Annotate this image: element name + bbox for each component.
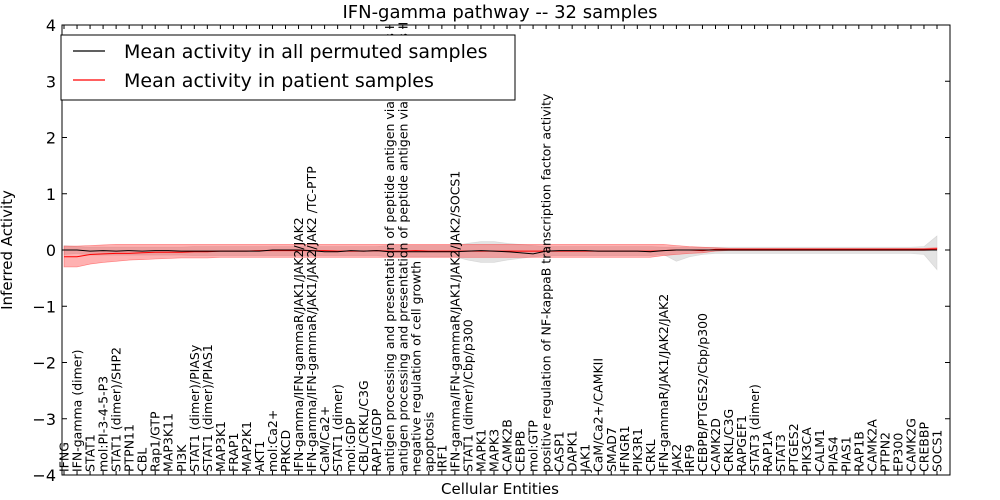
x-tick-label: IRF9	[682, 444, 697, 472]
x-tick-label: CaM/Ca2+	[317, 406, 332, 472]
x-tick-label: CAMK2B	[500, 419, 515, 472]
x-tick-label: mol:PI-3-4-5-P3	[96, 376, 111, 472]
x-tick-label: CRKL/C3G	[721, 409, 736, 472]
x-tick-label: CALM1	[812, 429, 827, 472]
x-tick-label: RAP1B	[851, 431, 866, 472]
x-tick-label: JAK1	[578, 444, 593, 473]
x-tick-label: Rap1/GTP	[148, 411, 163, 472]
x-tick-label: IFN-gamma/IFN-gammaR/JAK1/JAK2/JAK2/SOCS…	[447, 171, 462, 472]
x-tick-label: CAMK2D	[708, 418, 723, 472]
x-tick-label: CaM/Ca2+/CAMKII	[591, 358, 606, 472]
x-tick-label: MAP2K1	[239, 421, 254, 472]
x-tick-label: CRKL	[643, 439, 658, 472]
x-tick-label: PIK3R1	[630, 428, 645, 472]
x-tick-label: FRAP1	[226, 433, 241, 472]
x-tick-label: PIAS1	[838, 436, 853, 472]
x-tick-label: antigen processing and presentation of p…	[395, 22, 410, 472]
x-tick-label: CEBPB	[513, 431, 528, 472]
x-tick-label: IFNG	[57, 442, 72, 472]
x-axis-label: Cellular Entities	[441, 480, 559, 498]
x-tick-label: STAT1	[83, 434, 98, 472]
x-tick-label: STAT3 (dimer)	[747, 384, 762, 472]
x-tick-label: STAT3	[773, 434, 788, 472]
x-tick-label: negative regulation of cell growth	[408, 261, 423, 472]
x-tick-label: IFN-gamma (dimer)	[70, 350, 85, 473]
line-permuted	[64, 249, 937, 255]
x-tick-label: JAK2	[669, 444, 684, 473]
band-permuted	[63, 235, 938, 271]
y-tick-label: −4	[32, 466, 56, 485]
x-tick-label: CEBPB/PTGES2/Cbp/p300	[695, 313, 710, 472]
y-tick-label: 4	[46, 16, 56, 35]
x-tick-label: PTPN11	[122, 424, 137, 472]
series-lines	[64, 248, 938, 258]
x-tick-label: CAMK2A	[864, 419, 879, 472]
y-axis-label: Inferred Activity	[0, 190, 16, 310]
x-tick-label: CAMK2G	[903, 418, 918, 472]
x-tick-label: STAT1 (dimer)/PIASy	[187, 344, 202, 472]
x-tick-label: SOCS1	[930, 430, 945, 472]
x-tick-label: IFNGR1	[617, 425, 632, 472]
x-tick-label: CBL/CRKL/C3G	[356, 380, 371, 472]
x-tick-label: RAP1A	[760, 431, 775, 472]
x-tick-label: mol:GDP	[343, 417, 358, 472]
confidence-bands	[63, 235, 938, 271]
x-tick-label: MAPK3	[487, 429, 502, 472]
legend-box	[60, 34, 516, 101]
x-tick-label: STAT1 (dimer)	[330, 384, 345, 472]
y-tick-label: −2	[32, 354, 56, 373]
x-tick-label: PIK3CA	[799, 427, 814, 472]
x-tick-label: CREBBP	[917, 422, 932, 472]
x-tick-label: SMAD7	[604, 427, 619, 472]
x-tick-label: mol:GTP	[526, 420, 541, 472]
y-tick-label: 0	[46, 241, 56, 260]
x-tick-label: CBL	[135, 448, 150, 472]
x-tick-label: IFN-gamma/IFN-gammaR/JAK1/JAK2/JAK2 /TC-…	[304, 166, 319, 472]
x-tick-label: IRF1	[434, 444, 449, 472]
y-tick-label: 2	[46, 129, 56, 148]
x-tick-label: antigen processing and presentation of p…	[382, 25, 397, 472]
x-tick-label: STAT1 (dimer)/PIAS1	[200, 344, 215, 472]
y-tick-label: 3	[46, 72, 56, 91]
x-tick-label: positive regulation of NF-kappaB transcr…	[539, 93, 554, 472]
chart-title: IFN-gamma pathway -- 32 samples	[342, 2, 657, 23]
x-tick-label: STAT1 (dimer)/Cbp/p300	[460, 319, 475, 472]
x-tick-label: RAP1/GDP	[369, 408, 384, 472]
y-tick-label: −3	[32, 410, 56, 429]
legend-label-permuted: Mean activity in all permuted samples	[124, 41, 487, 63]
x-tick-label: MAP3K1	[213, 421, 228, 472]
x-tick-label: PTGES2	[786, 423, 801, 472]
legend-label-patient: Mean activity in patient samples	[124, 70, 434, 92]
x-tick-label: IFN-gamma/IFN-gammaR/JAK1/JAK2/JAK2	[291, 217, 306, 472]
x-tick-label: CASP1	[552, 431, 567, 472]
x-tick-label: EP300	[890, 433, 905, 472]
y-tick-label: 1	[46, 185, 56, 204]
x-tick-label: MAP3K11	[161, 413, 176, 472]
x-tick-label: AKT1	[252, 441, 267, 472]
x-tick-label: apoptosis	[421, 412, 436, 472]
x-tick-label: mol:Ca2+	[265, 410, 280, 472]
x-tick-label: PI3K	[174, 444, 189, 472]
x-tick-label: MAPK1	[474, 429, 489, 472]
x-tick-label: PIAS4	[825, 436, 840, 472]
y-axis: 4 3 2 1 0 −1 −2 −3 −4	[32, 16, 950, 485]
x-tick-label: PTPN2	[877, 432, 892, 472]
y-tick-label: −1	[32, 297, 56, 316]
x-tick-label: IFN-gammaR/JAK1/JAK2/JAK2	[656, 294, 671, 472]
x-tick-label: RAPGEF1	[734, 415, 749, 472]
legend: Mean activity in all permuted samples Me…	[60, 34, 516, 101]
x-tick-label: PRKCD	[278, 430, 293, 472]
x-tick-label: DAPK1	[565, 430, 580, 472]
x-tick-label: STAT1 (dimer)/SHP2	[109, 347, 124, 472]
